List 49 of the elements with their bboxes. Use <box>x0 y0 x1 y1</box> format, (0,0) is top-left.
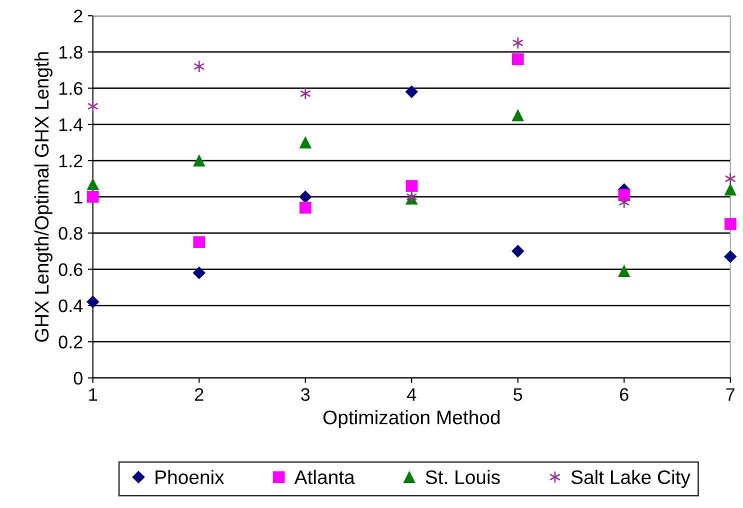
point <box>299 190 312 204</box>
point <box>618 189 630 201</box>
legend-label: St. Louis <box>426 470 500 484</box>
y-tick-label: 2 <box>74 10 82 22</box>
x-tick-label: 1 <box>89 388 98 401</box>
point <box>87 100 98 113</box>
y-axis-title: GHX Length/Optimal GHX Length <box>34 52 52 342</box>
point <box>406 180 418 192</box>
y-tick-label: 1.8 <box>59 46 82 59</box>
point <box>405 86 418 98</box>
x-tick-label: 7 <box>726 388 734 401</box>
point <box>299 202 312 214</box>
x-tick-label: 3 <box>301 388 310 401</box>
point <box>300 87 311 100</box>
x-tick-label: 4 <box>407 388 416 401</box>
x-tick-label: 5 <box>514 388 522 401</box>
point <box>193 236 206 248</box>
point <box>194 60 205 73</box>
point <box>193 154 206 167</box>
legend-label: Atlanta <box>294 470 355 484</box>
point <box>512 109 524 122</box>
point <box>618 196 630 209</box>
x-tick-label: 2 <box>195 388 204 401</box>
legend-label: Salt Lake City <box>571 470 690 488</box>
point <box>512 244 524 258</box>
point <box>618 265 630 278</box>
point <box>299 136 312 148</box>
x-axis-title: Optimization Method <box>323 410 500 428</box>
y-tick-label: 0.2 <box>58 336 82 348</box>
point <box>512 36 524 50</box>
y-tick-label: 0.8 <box>58 227 82 240</box>
y-tick-label: 1 <box>74 190 82 204</box>
point <box>724 184 736 196</box>
y-tick-label: 0 <box>74 372 82 385</box>
y-tick-label: 0.4 <box>58 299 83 312</box>
y-tick-label: 0.6 <box>58 263 82 276</box>
y-tick-label: 1.6 <box>59 82 82 95</box>
y-tick-label: 1.4 <box>59 118 83 131</box>
legend-label: Phoenix <box>156 470 224 484</box>
point <box>724 250 737 263</box>
y-tick-label: 1.2 <box>59 154 82 168</box>
point <box>512 53 524 66</box>
point <box>192 266 206 280</box>
point <box>86 178 99 190</box>
point <box>724 218 736 230</box>
point <box>86 296 100 308</box>
point <box>724 172 736 185</box>
point <box>86 190 99 203</box>
x-tick-label: 6 <box>620 388 628 401</box>
